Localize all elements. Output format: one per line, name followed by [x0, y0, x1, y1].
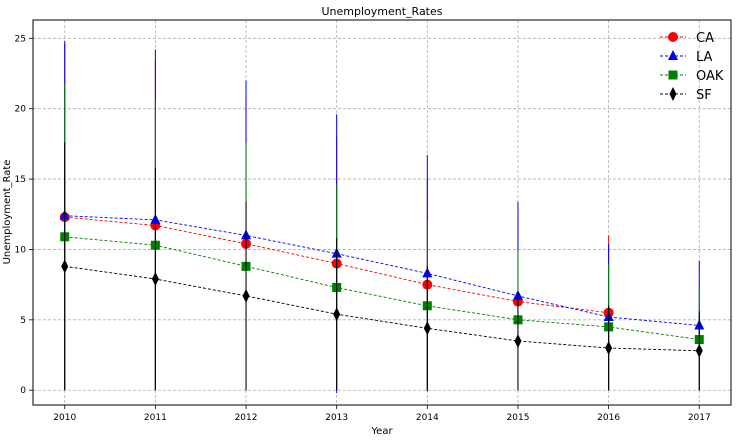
- series-line-oak: [64, 236, 700, 340]
- x-tick-label: 2015: [507, 413, 530, 423]
- series-la: [59, 41, 705, 394]
- plot-area-frame: [32, 19, 732, 406]
- y-tick-label: 25: [15, 34, 26, 44]
- grid-lines: [33, 20, 731, 405]
- legend-item-ca: CA: [660, 31, 714, 46]
- y-tick-label: 10: [15, 245, 27, 255]
- legend-item-oak: OAK: [660, 69, 724, 84]
- data-point-sf: [695, 343, 703, 358]
- x-tick-label: 2010: [53, 413, 76, 423]
- y-axis-label: Unemployment_Rate: [2, 160, 13, 265]
- legend-marker-la: [668, 50, 678, 60]
- y-tick-label: 15: [15, 175, 26, 185]
- legend-marker-ca: [668, 32, 678, 42]
- series-line-sf: [64, 265, 700, 352]
- legend-label: OAK: [696, 69, 724, 84]
- data-point-sf: [423, 321, 431, 336]
- x-tick-label: 2014: [416, 413, 439, 423]
- x-tick-label: 2016: [597, 413, 620, 423]
- legend-marker-sf: [669, 87, 677, 101]
- x-axis-label: Year: [370, 426, 393, 437]
- y-tick-label: 0: [20, 386, 26, 396]
- legend-marker-oak: [668, 70, 678, 80]
- y-tick-label: 5: [20, 316, 26, 326]
- data-point-sf: [605, 340, 613, 355]
- x-tick-label: 2012: [235, 413, 258, 423]
- x-tick-label: 2017: [688, 413, 711, 423]
- data-point-sf: [61, 259, 69, 274]
- legend-label: SF: [696, 88, 712, 103]
- series-sf: [61, 142, 703, 391]
- data-point-sf: [151, 272, 159, 287]
- legend-item-sf: SF: [660, 87, 712, 103]
- data-point-sf: [242, 288, 250, 303]
- legend-item-la: LA: [660, 50, 713, 65]
- y-tick-label: 20: [15, 105, 27, 115]
- x-tick-label: 2013: [325, 413, 348, 423]
- legend: CA LA OAK SF: [660, 31, 724, 103]
- series-line-la: [64, 215, 700, 326]
- data-series: [59, 41, 705, 394]
- data-point-sf: [514, 333, 522, 348]
- legend-label: LA: [696, 50, 713, 65]
- chart-title: Unemployment_Rates: [321, 5, 442, 18]
- x-tick-label: 2011: [144, 413, 167, 423]
- legend-label: CA: [696, 31, 714, 46]
- axis-ticks: 2010 2011 2012 2013 2014 2015 2016 2017 0 5 10 15 20…: [15, 34, 711, 423]
- data-point-sf: [333, 307, 341, 322]
